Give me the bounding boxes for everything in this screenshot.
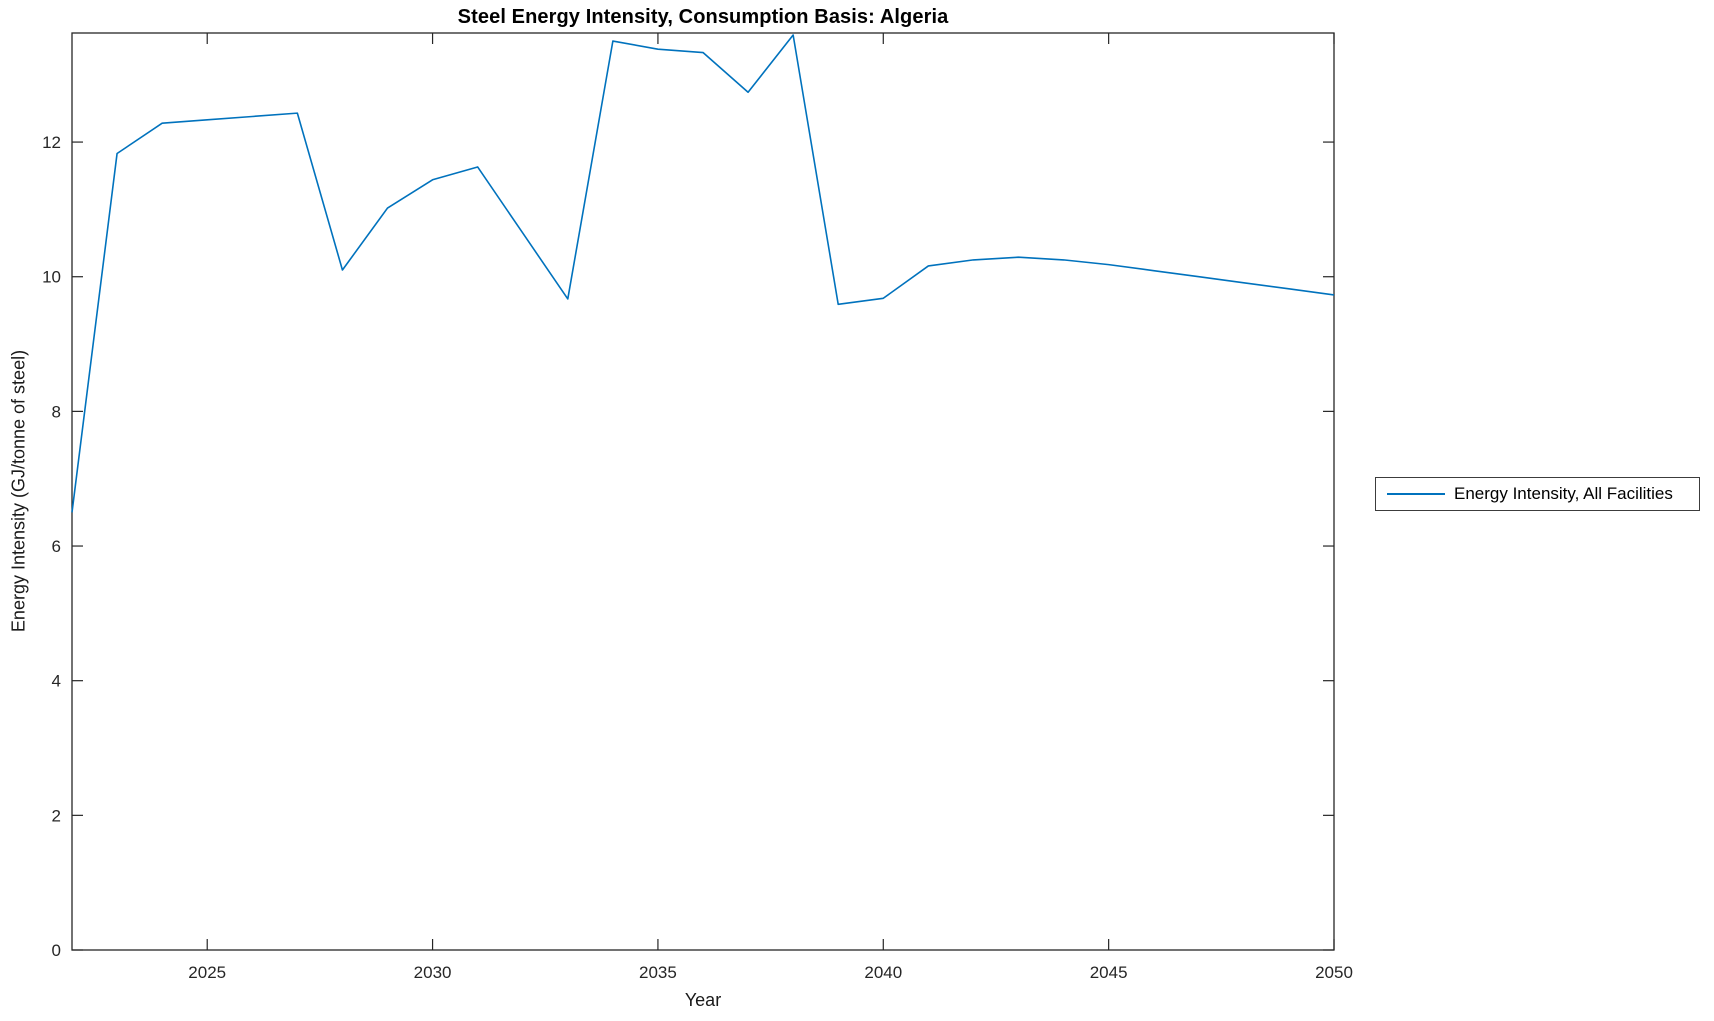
y-tick-label: 0 [52,941,61,960]
y-axis-label: Energy Intensity (GJ/tonne of steel) [8,349,29,633]
y-tick-label: 10 [42,268,61,287]
y-tick-label: 4 [52,672,61,691]
x-tick-label: 2035 [639,963,677,982]
legend-line-sample-icon [1387,493,1445,495]
axes-frame [71,32,1335,951]
legend-label: Energy Intensity, All Facilities [1454,484,1673,503]
series-line [71,34,1335,513]
chart-title: Steel Energy Intensity, Consumption Basi… [457,6,949,28]
x-axis-label: Year [684,990,722,1010]
x-tick-label: 2040 [864,963,902,982]
y-tick-label: 12 [42,133,61,152]
y-tick-label: 2 [52,806,61,825]
x-tick-label: 2025 [188,963,226,982]
x-tick-label: 2050 [1315,963,1353,982]
y-tick-label: 8 [52,402,61,421]
legend-box: Energy Intensity, All Facilities [1375,477,1700,511]
x-tick-label: 2030 [414,963,452,982]
y-tick-label: 6 [52,537,61,556]
x-tick-label: 2045 [1090,963,1128,982]
